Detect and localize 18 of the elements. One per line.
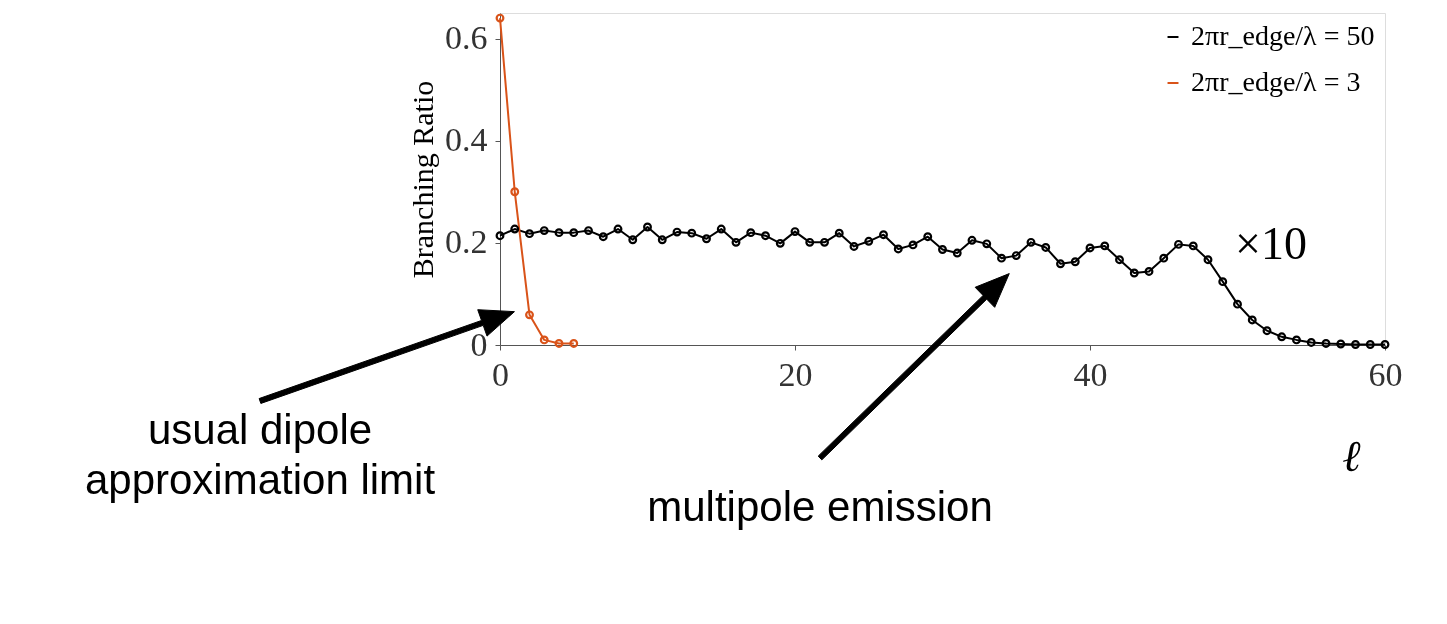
legend-label: 2πr_edge/λ = 50 — [1191, 20, 1375, 51]
point — [554, 339, 564, 348]
legend-label: 2πr_edge/λ = 3 — [1191, 66, 1361, 97]
point — [525, 310, 534, 320]
annotation: ×10 — [1235, 218, 1307, 269]
text: usual dipole approximation limit — [84, 406, 436, 503]
point — [510, 187, 520, 197]
y-tick-label: 0.6 — [445, 19, 488, 57]
y-tick-label: 0 — [470, 325, 488, 363]
point — [539, 335, 549, 345]
x-tick-label: 20 — [778, 355, 813, 393]
x-axis-title: ℓ — [1342, 431, 1362, 481]
x-tick-label: 40 — [1073, 355, 1108, 393]
x-tick-label: 60 — [1368, 355, 1403, 393]
y-axis-title: Branching Ratio — [406, 80, 439, 279]
y-tick-label: 0.4 — [445, 121, 488, 159]
text: multipole emission — [647, 483, 993, 530]
y-tick-label: 0.2 — [445, 223, 488, 261]
